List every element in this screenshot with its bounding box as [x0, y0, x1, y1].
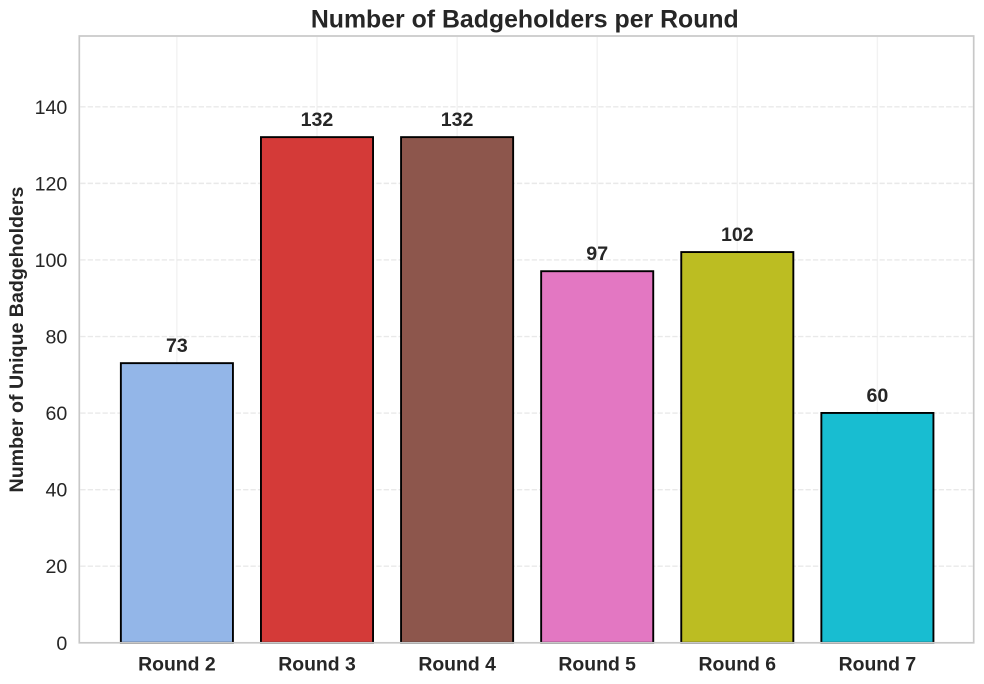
svg-text:140: 140 [35, 97, 68, 119]
svg-text:40: 40 [46, 480, 68, 502]
svg-text:73: 73 [166, 335, 188, 357]
svg-text:100: 100 [35, 250, 68, 272]
svg-text:60: 60 [46, 403, 68, 425]
svg-text:80: 80 [46, 327, 68, 349]
svg-text:0: 0 [56, 633, 67, 655]
svg-text:Number of Badgeholders per Rou: Number of Badgeholders per Round [311, 7, 739, 34]
svg-text:Round 5: Round 5 [558, 654, 636, 676]
svg-text:97: 97 [586, 243, 608, 265]
svg-text:120: 120 [35, 173, 68, 195]
svg-text:Round 3: Round 3 [278, 654, 356, 676]
svg-text:102: 102 [721, 224, 754, 246]
svg-text:20: 20 [46, 556, 68, 578]
svg-text:Round 2: Round 2 [138, 654, 216, 676]
svg-text:132: 132 [301, 109, 334, 131]
svg-text:Round 6: Round 6 [699, 654, 777, 676]
svg-text:Number of Unique Badgeholders: Number of Unique Badgeholders [6, 186, 28, 492]
svg-text:60: 60 [867, 385, 889, 407]
svg-text:132: 132 [441, 109, 474, 131]
svg-text:Round 7: Round 7 [839, 654, 917, 676]
svg-text:Round 4: Round 4 [418, 654, 496, 676]
